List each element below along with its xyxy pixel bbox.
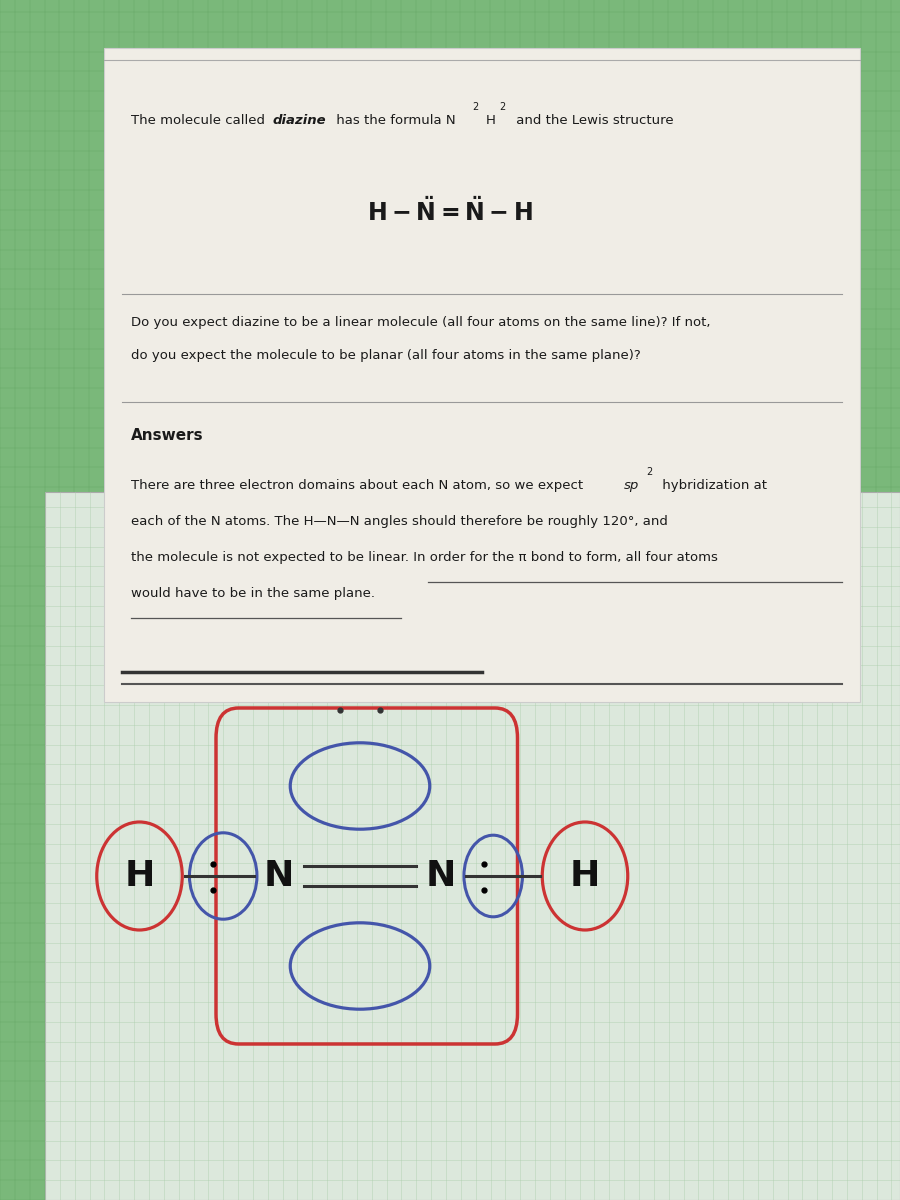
Text: would have to be in the same plane.: would have to be in the same plane. bbox=[130, 587, 374, 600]
Text: has the formula N: has the formula N bbox=[332, 114, 455, 127]
Text: The molecule called: The molecule called bbox=[130, 114, 269, 127]
Text: 2: 2 bbox=[646, 467, 652, 476]
Text: There are three electron domains about each N atom, so we expect: There are three electron domains about e… bbox=[130, 479, 587, 492]
Text: the molecule is not expected to be linear. In order for the π bond to form, all : the molecule is not expected to be linea… bbox=[130, 551, 717, 564]
FancyBboxPatch shape bbox=[104, 48, 860, 702]
Text: diazine: diazine bbox=[273, 114, 327, 127]
Text: do you expect the molecule to be planar (all four atoms in the same plane)?: do you expect the molecule to be planar … bbox=[130, 349, 640, 362]
Text: N: N bbox=[426, 859, 456, 893]
Text: Answers: Answers bbox=[130, 428, 203, 443]
Text: $\mathbf{H-\ddot{N}=\ddot{N}-H}$: $\mathbf{H-\ddot{N}=\ddot{N}-H}$ bbox=[367, 198, 533, 226]
Text: H: H bbox=[570, 859, 600, 893]
FancyBboxPatch shape bbox=[45, 492, 900, 1200]
Text: N: N bbox=[264, 859, 294, 893]
Text: H: H bbox=[486, 114, 496, 127]
Text: hybridization at: hybridization at bbox=[658, 479, 767, 492]
Text: 2: 2 bbox=[500, 102, 506, 112]
Text: 2: 2 bbox=[472, 102, 479, 112]
Text: sp: sp bbox=[624, 479, 639, 492]
Text: each of the N atoms. The H—N—N angles should therefore be roughly 120°, and: each of the N atoms. The H—N—N angles sh… bbox=[130, 515, 668, 528]
Text: and the Lewis structure: and the Lewis structure bbox=[512, 114, 674, 127]
Text: H: H bbox=[124, 859, 155, 893]
Text: Do you expect diazine to be a linear molecule (all four atoms on the same line)?: Do you expect diazine to be a linear mol… bbox=[130, 316, 710, 329]
